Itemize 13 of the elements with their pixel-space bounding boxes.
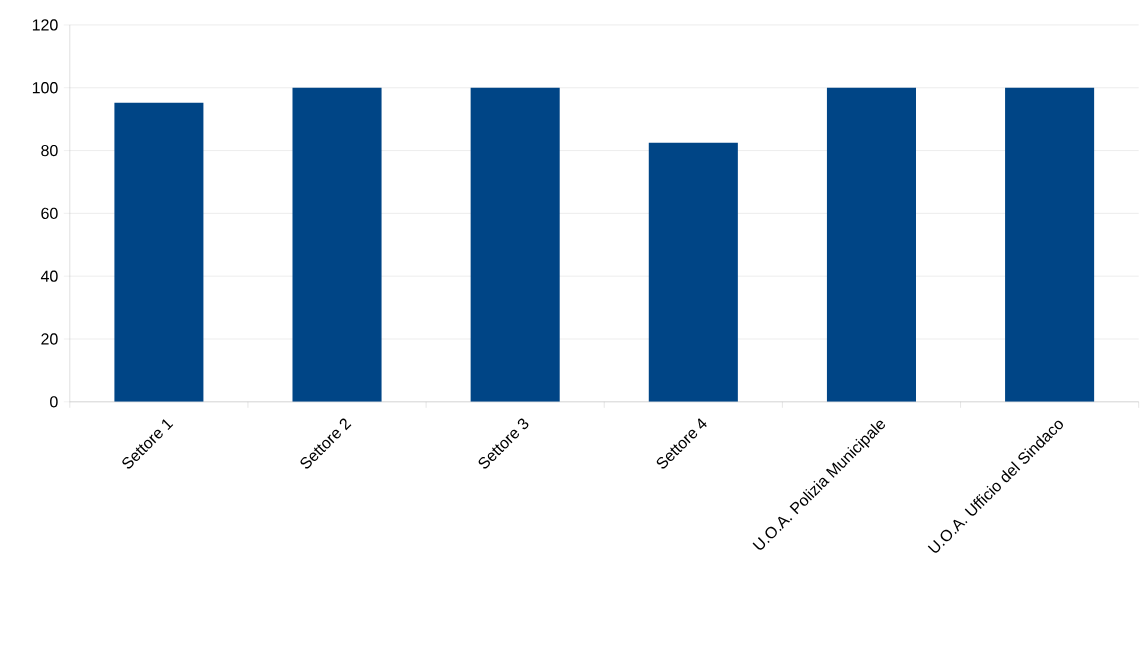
y-tick-label: 80 <box>41 144 58 157</box>
y-tick-label: 0 <box>50 396 58 408</box>
bar <box>826 87 916 402</box>
y-tick-label: 60 <box>41 207 58 219</box>
bar <box>292 87 382 402</box>
y-tick-label: 40 <box>40 270 58 282</box>
bar <box>114 102 204 402</box>
y-tick-label: 20 <box>41 333 58 345</box>
bar <box>648 142 738 402</box>
y-tick-label: 120 <box>32 19 58 31</box>
bar <box>1005 87 1095 402</box>
bar <box>470 87 560 402</box>
y-tick-label: 100 <box>32 82 58 94</box>
